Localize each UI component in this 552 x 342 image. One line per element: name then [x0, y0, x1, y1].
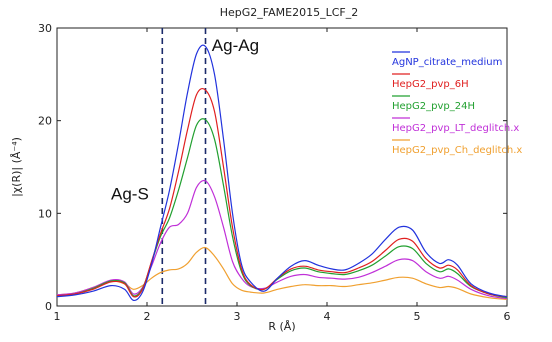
y-tick-label: 30	[38, 22, 52, 35]
x-axis-label: R (Å)	[268, 320, 295, 333]
y-tick-label: 10	[38, 207, 52, 220]
legend-entry: HepG2_pvp_Ch_deglitch.x	[392, 145, 522, 156]
plot-frame	[56, 27, 508, 307]
x-tick-label: 3	[234, 310, 241, 323]
legend-entry: AgNP_citrate_medium	[392, 57, 502, 68]
series-lines	[56, 44, 508, 302]
legend-entry: HepG2_pvp_6H	[392, 79, 469, 90]
x-tick-label: 4	[324, 310, 331, 323]
y-axis-label: |χ(R)| (Å⁻⁴)	[10, 137, 23, 197]
x-tick-label: 5	[414, 310, 421, 323]
y-tick-label: 0	[45, 300, 52, 313]
chart-title: HepG2_FAME2015_LCF_2	[220, 6, 358, 19]
legend-entry: HepG2_pvp_LT_deglitch.x	[392, 123, 519, 134]
annotation-label: Ag-S	[111, 184, 149, 203]
x-tick-label: 2	[144, 310, 151, 323]
x-tick-label: 1	[54, 310, 61, 323]
legend: AgNP_citrate_medium HepG2_pvp_6H HepG2_pvp…	[392, 51, 522, 156]
y-tick-label: 20	[38, 115, 52, 128]
y-axis-ticks: 0 10 20 30	[38, 22, 507, 313]
annotations: Ag-S Ag-Ag	[111, 36, 259, 203]
legend-entry: HepG2_pvp_24H	[392, 101, 475, 112]
x-axis-ticks: 1 2 3 4 5 6	[54, 28, 511, 323]
annotation-label: Ag-Ag	[212, 36, 259, 55]
reference-lines	[161, 28, 207, 306]
series-line	[56, 44, 508, 302]
x-tick-label: 6	[504, 310, 511, 323]
